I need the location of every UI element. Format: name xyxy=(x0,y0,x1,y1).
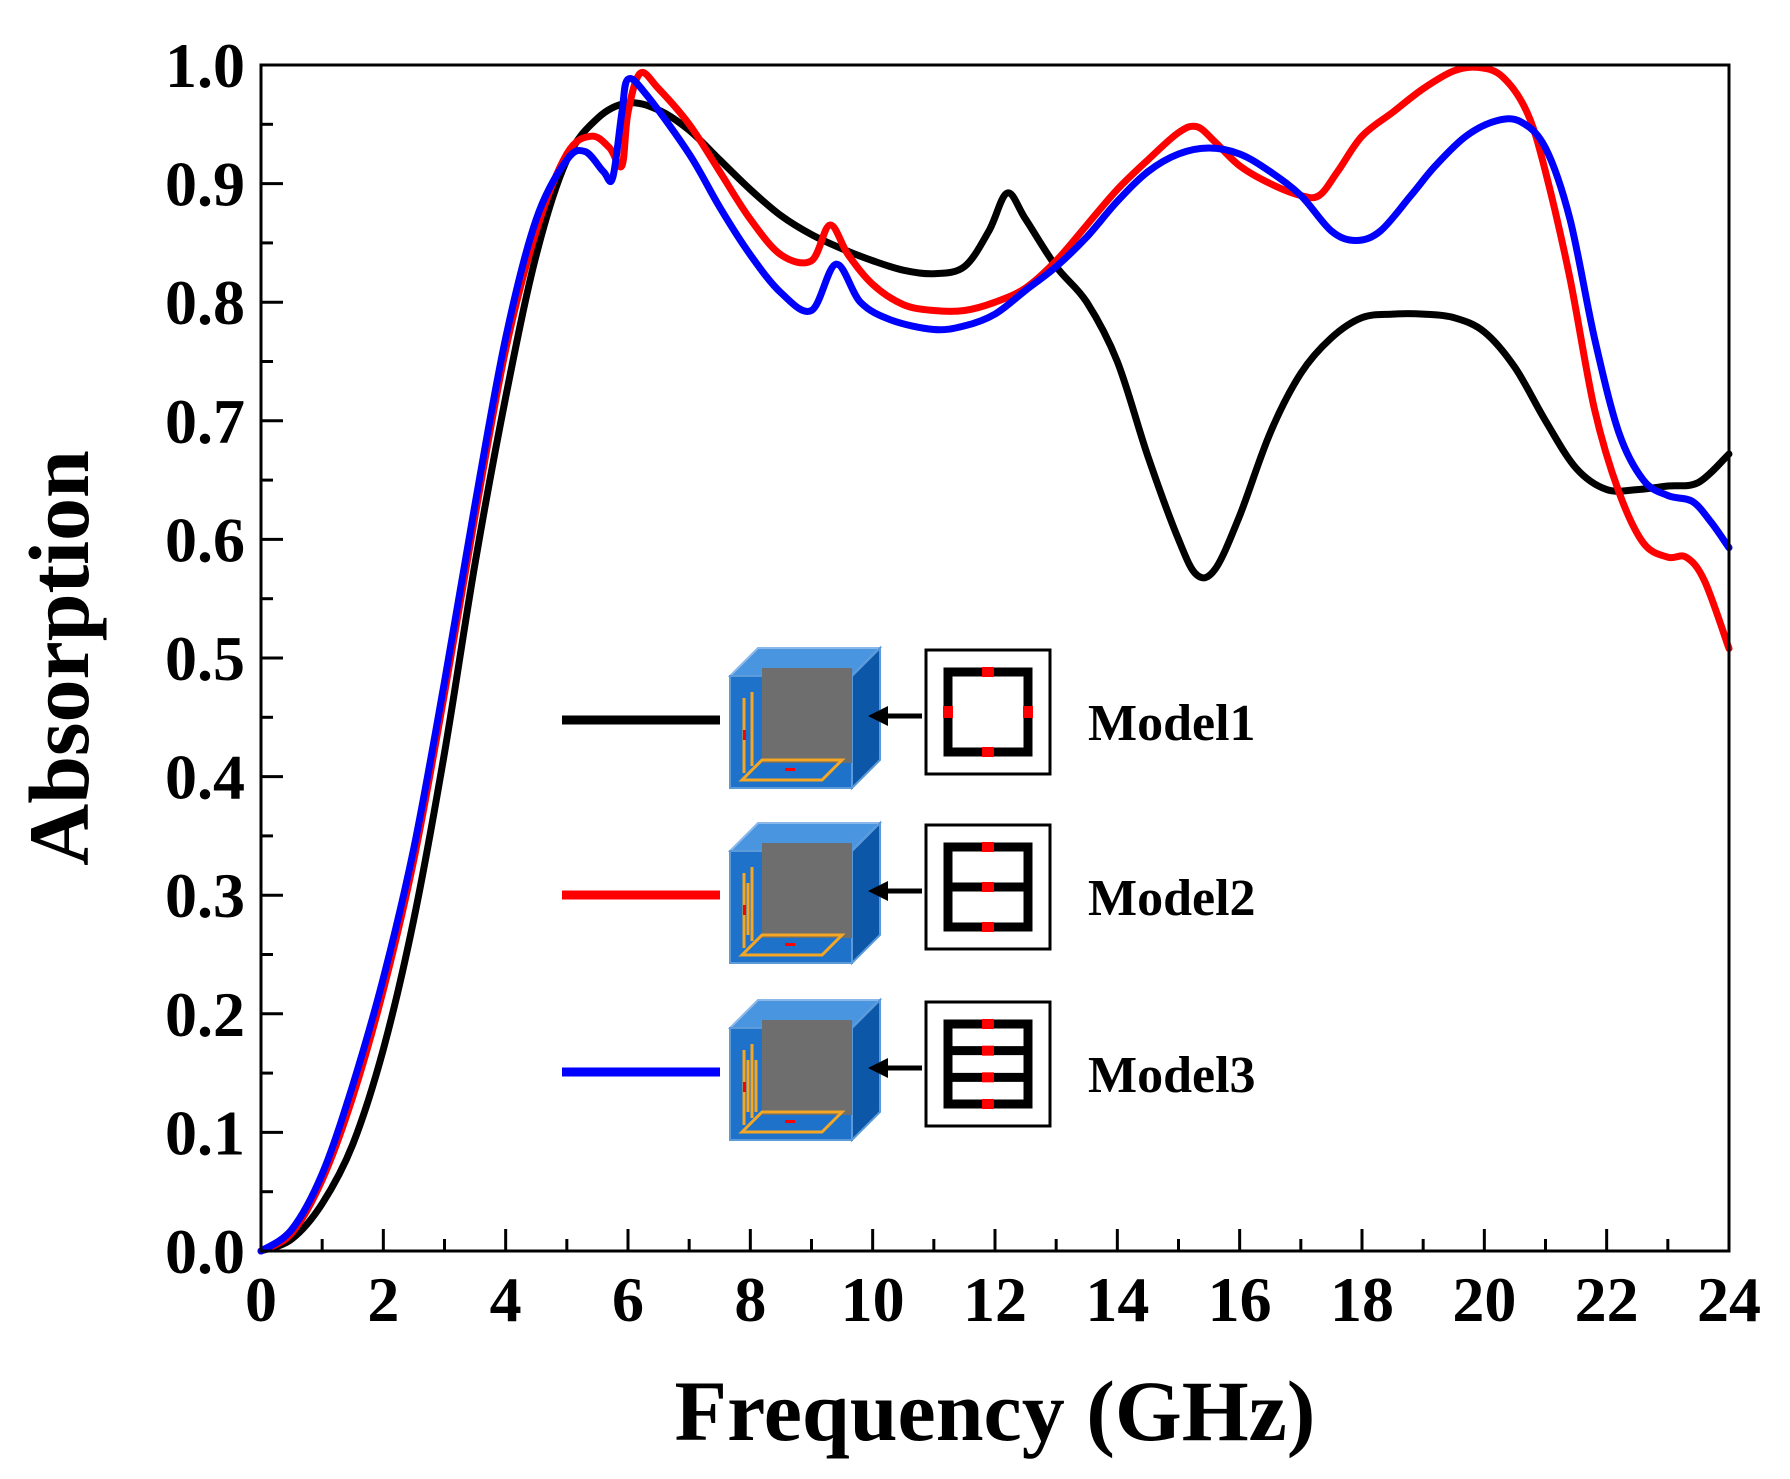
y-tick-label: 0.5 xyxy=(165,623,245,694)
legend-entry-model3: Model3 xyxy=(562,997,1256,1143)
y-tick-label: 0.1 xyxy=(165,1097,245,1168)
arrow-left-icon xyxy=(868,881,888,901)
cube-illustration-icon xyxy=(727,645,883,791)
y-tick-label: 0.7 xyxy=(165,386,245,457)
y-axis-title: Absorption xyxy=(11,450,107,866)
x-tick-label: 2 xyxy=(367,1264,399,1335)
legend-label: Model3 xyxy=(1088,1047,1256,1104)
unit-cell-icon xyxy=(924,648,1052,776)
series-line-model3 xyxy=(257,75,1733,1255)
cube-illustration-icon xyxy=(727,997,883,1143)
plot-frame xyxy=(259,63,1731,1253)
series-layer xyxy=(257,63,1733,1255)
arrow-left-icon xyxy=(868,1058,888,1078)
unit-cell-icon xyxy=(924,823,1052,951)
x-tick-label: 0 xyxy=(245,1264,277,1335)
x-tick-label: 24 xyxy=(1697,1264,1761,1335)
x-tick-label: 18 xyxy=(1330,1264,1394,1335)
unit-cell-icon xyxy=(924,1000,1052,1128)
legend-entry-model2: Model2 xyxy=(562,820,1256,966)
x-tick-label: 6 xyxy=(612,1264,644,1335)
legend-label: Model1 xyxy=(1088,695,1256,752)
x-tick-label: 16 xyxy=(1208,1264,1272,1335)
y-tick-label: 0.9 xyxy=(165,149,245,220)
legend-entry-model1: Model1 xyxy=(562,645,1256,791)
x-axis-title: Frequency (GHz) xyxy=(675,1363,1316,1459)
x-tick-label: 12 xyxy=(963,1264,1027,1335)
arrow-left-icon xyxy=(868,706,888,726)
series-line-model1 xyxy=(257,99,1733,1255)
y-tick-label: 0.6 xyxy=(165,504,245,575)
x-tick-label: 8 xyxy=(734,1264,766,1335)
legend-label: Model2 xyxy=(1088,870,1256,927)
y-tick-label: 0.2 xyxy=(165,979,245,1050)
y-tick-label: 0.8 xyxy=(165,267,245,338)
y-tick-label: 1.0 xyxy=(165,30,245,101)
x-tick-label: 20 xyxy=(1452,1264,1516,1335)
x-tick-label: 10 xyxy=(841,1264,905,1335)
y-tick-label: 0.0 xyxy=(165,1216,245,1287)
y-tick-labels: 0.0 0.1 0.2 0.3 0.4 0.5 0.6 0.7 0.8 0.9 1.0 xyxy=(165,30,245,1287)
legend: Model1 Model2 Model3 xyxy=(562,645,1256,1143)
x-tick-labels: 0 2 4 6 8 10 12 14 16 18 20 22 24 xyxy=(245,1264,1761,1335)
cube-illustration-icon xyxy=(727,820,883,966)
y-tick-label: 0.4 xyxy=(165,742,245,813)
x-tick-label: 14 xyxy=(1085,1264,1149,1335)
x-tick-label: 22 xyxy=(1575,1264,1639,1335)
y-tick-label: 0.3 xyxy=(165,860,245,931)
x-tick-label: 4 xyxy=(490,1264,522,1335)
